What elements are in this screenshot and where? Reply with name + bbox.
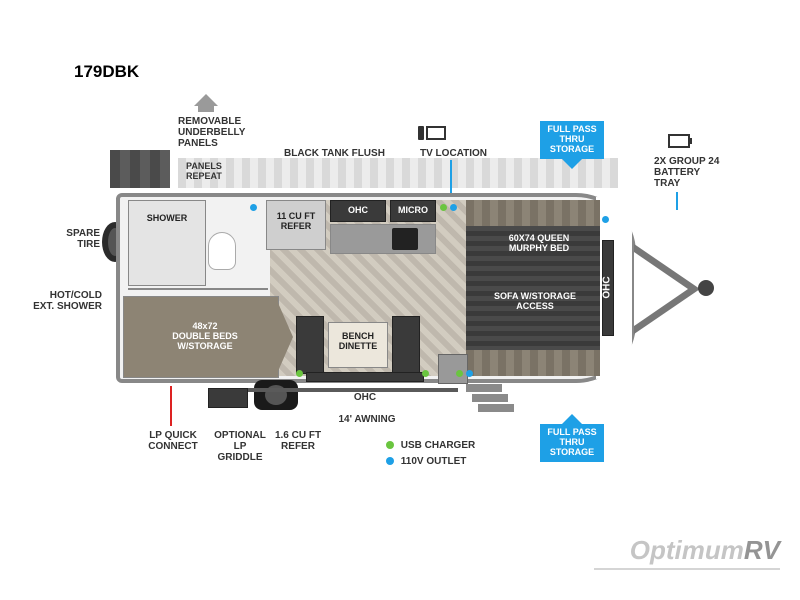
dot-usb-3: [422, 370, 429, 377]
legend-110v-dot: [386, 457, 394, 465]
kitchen-counter: [330, 224, 436, 254]
callout-removable-underbelly: REMOVABLEUNDERBELLYPANELS: [178, 116, 258, 149]
lp-griddle-box: [208, 388, 248, 408]
dot-110v-3: [466, 370, 473, 377]
callout-refer-small: 1.6 CU FTREFER: [270, 430, 326, 452]
legend-usb: USB CHARGER: [386, 440, 475, 451]
legend-usb-dot: [386, 441, 394, 449]
arrow-up-icon: [562, 414, 582, 424]
a-frame-inner: [634, 252, 688, 326]
callout-panels-repeat: PANELSREPEAT: [186, 162, 236, 182]
remote-icon: [418, 126, 424, 140]
arrow-stem: [198, 106, 214, 112]
dot-usb-2: [296, 370, 303, 377]
label-ohc-top: OHC: [340, 206, 376, 216]
bath-wall: [128, 288, 268, 290]
label-micro: MICRO: [394, 206, 432, 216]
murphy-pillow-bottom: [466, 350, 600, 376]
battery-nub: [689, 138, 692, 144]
lp-line: [170, 386, 172, 426]
step-2: [472, 394, 508, 402]
tag-pass-thru-top-text: FULL PASSTHRUSTORAGE: [547, 124, 596, 154]
callout-black-tank-flush: BLACK TANK FLUSH: [284, 148, 404, 159]
label-ohc-bottom: OHC: [340, 392, 390, 403]
legend-110v-text: 110V OUTLET: [401, 456, 467, 467]
arrow-down-icon: [562, 159, 582, 169]
label-bench-dinette: BENCHDINETTE: [332, 332, 384, 352]
legend-usb-text: USB CHARGER: [401, 440, 475, 451]
panels-swatch: [110, 150, 170, 188]
callout-lp-quick-connect: LP QUICKCONNECT: [140, 430, 206, 452]
callout-ext-shower: HOT/COLDEXT. SHOWER: [30, 290, 102, 312]
wheel: [254, 380, 298, 410]
watermark: OptimumRV: [630, 535, 780, 566]
ohc-bottom-box: [306, 372, 424, 382]
label-refer-11: 11 CU FTREFER: [268, 212, 324, 232]
dot-usb-1: [440, 204, 447, 211]
leader-battery: [676, 192, 678, 210]
model-label: 179DBK: [74, 62, 139, 82]
callout-awning: 14' AWNING: [332, 414, 402, 425]
up-arrow-icon: [194, 94, 218, 106]
murphy-pillow-top: [466, 200, 600, 226]
top-striped-strip: [178, 158, 618, 188]
label-ohc-right: OHC: [602, 276, 613, 298]
step-3: [478, 404, 514, 412]
awning-bar: [218, 388, 458, 392]
battery-icon: [668, 134, 690, 148]
callout-lp-griddle: OPTIONALLP GRIDDLE: [210, 430, 270, 463]
dot-110v-4: [602, 216, 609, 223]
dot-110v-1: [250, 204, 257, 211]
callout-tv-location: TV LOCATION: [420, 148, 510, 159]
watermark-underline: [594, 568, 780, 570]
dinette-bench-r: [392, 316, 420, 374]
entry-door: [438, 354, 468, 384]
label-sofa-storage: SOFA W/STORAGEACCESS: [480, 292, 590, 312]
legend-110v: 110V OUTLET: [386, 456, 466, 467]
tag-pass-thru-bottom: FULL PASSTHRUSTORAGE: [540, 424, 604, 462]
toilet: [208, 232, 236, 270]
tag-pass-thru-top: FULL PASSTHRUSTORAGE: [540, 121, 604, 159]
dot-110v-2: [450, 204, 457, 211]
callout-spare-tire: SPARETIRE: [56, 228, 100, 250]
tag-pass-thru-bottom-text: FULL PASSTHRUSTORAGE: [547, 427, 596, 457]
label-queen-murphy: 60X74 QUEENMURPHY BED: [484, 234, 594, 254]
double-beds-angle: [275, 296, 293, 378]
watermark-a: Optimum: [630, 535, 744, 565]
callout-battery-tray: 2X GROUP 24BATTERYTRAY: [654, 156, 734, 189]
label-shower: SHOWER: [140, 214, 194, 224]
stove: [392, 228, 418, 250]
step-1: [466, 384, 502, 392]
tv-icon: [426, 126, 446, 140]
label-double-beds: 48x72DOUBLE BEDSW/STORAGE: [150, 322, 260, 352]
dot-usb-4: [456, 370, 463, 377]
dinette-bench-l: [296, 316, 324, 374]
watermark-b: RV: [744, 535, 780, 565]
hitch-ball: [698, 280, 714, 296]
